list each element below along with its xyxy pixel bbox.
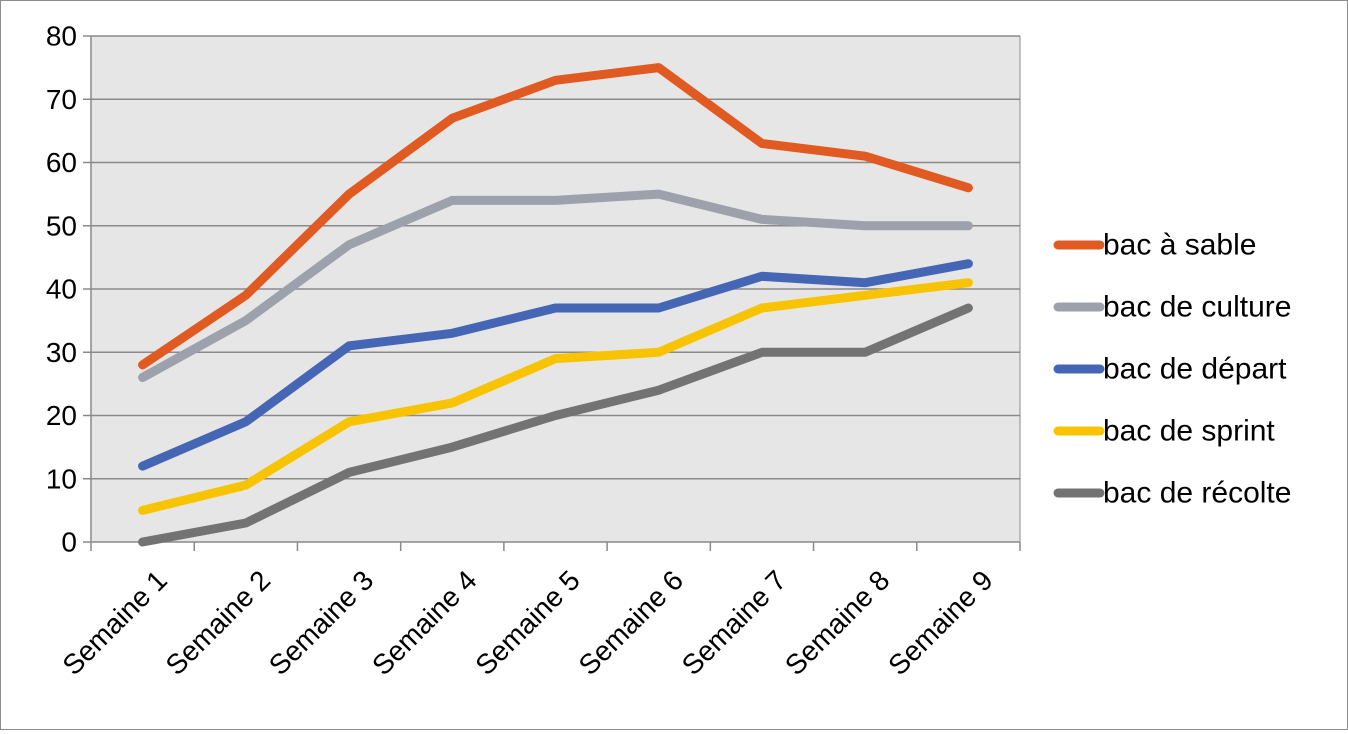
legend-label: bac de culture bbox=[1103, 291, 1291, 324]
y-tick-label: 80 bbox=[46, 21, 77, 52]
series-line bbox=[138, 63, 973, 370]
x-tick-label: Semaine 9 bbox=[882, 564, 999, 681]
series-lines bbox=[138, 63, 973, 547]
series-line bbox=[138, 189, 973, 382]
x-tick-label: Semaine 5 bbox=[469, 564, 586, 681]
legend-label: bac de sprint bbox=[1103, 415, 1275, 448]
legend-label: bac à sable bbox=[1103, 229, 1256, 262]
y-axis-tick-labels: 0 10 20 30 40 50 60 70 80 bbox=[46, 21, 77, 558]
legend: bac à sable bac de culture bac de départ ba… bbox=[1053, 229, 1291, 510]
axes bbox=[83, 35, 1021, 551]
x-tick-label: Semaine 6 bbox=[573, 564, 690, 681]
series-line bbox=[138, 303, 973, 547]
x-tick-label: Semaine 4 bbox=[366, 564, 483, 681]
legend-label: bac de départ bbox=[1103, 353, 1287, 386]
x-tick-label: Semaine 8 bbox=[779, 564, 896, 681]
x-tick-label: Semaine 7 bbox=[676, 564, 793, 681]
x-tick-label: Semaine 1 bbox=[56, 564, 173, 681]
x-tick-label: Semaine 2 bbox=[160, 564, 277, 681]
y-tick-label: 30 bbox=[46, 337, 77, 368]
y-tick-label: 10 bbox=[46, 463, 77, 494]
y-tick-label: 60 bbox=[46, 147, 77, 178]
y-tick-label: 0 bbox=[61, 527, 77, 558]
x-tick-label: Semaine 3 bbox=[263, 564, 380, 681]
y-tick-label: 40 bbox=[46, 274, 77, 305]
legend-label: bac de récolte bbox=[1103, 477, 1291, 510]
y-tick-label: 50 bbox=[46, 210, 77, 241]
series-line bbox=[138, 259, 973, 471]
y-tick-label: 70 bbox=[46, 84, 77, 115]
y-tick-label: 20 bbox=[46, 400, 77, 431]
series-line bbox=[138, 278, 973, 515]
